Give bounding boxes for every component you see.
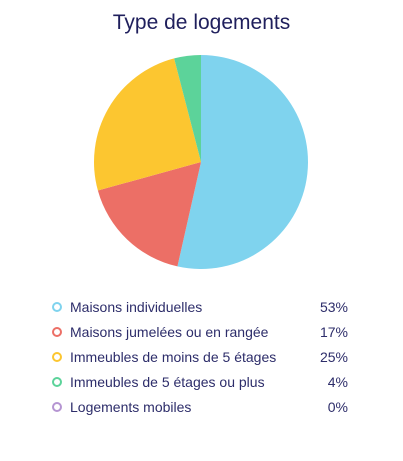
legend-value: 53% <box>319 298 348 315</box>
legend-marker <box>52 376 62 387</box>
chart-legend: Maisons individuelles 53% Maisons jumelé… <box>52 294 348 419</box>
legend-label: Immeubles de 5 étages ou plus <box>70 373 265 390</box>
legend-item-maisons-individuelles[interactable]: Maisons individuelles 53% <box>52 294 348 319</box>
legend-item-immeubles-5-plus[interactable]: Immeubles de 5 étages ou plus 4% <box>52 369 348 394</box>
legend-label: Logements mobiles <box>70 398 192 415</box>
pie-slice-maisons-individuelles[interactable] <box>177 55 308 270</box>
legend-item-maisons-jumelees[interactable]: Maisons jumelées ou en rangée 17% <box>52 319 348 344</box>
pie-slice-maisons-jumel-es-ou-en-rang-e[interactable] <box>97 162 201 267</box>
legend-label: Immeubles de moins de 5 étages <box>70 348 277 365</box>
legend-label: Maisons jumelées ou en rangée <box>70 323 269 340</box>
legend-item-immeubles-moins-5[interactable]: Immeubles de moins de 5 étages 25% <box>52 344 348 369</box>
legend-label: Maisons individuelles <box>70 298 203 315</box>
pie-slice-immeubles-de-5-tages-ou-plus[interactable] <box>174 55 201 162</box>
legend-marker <box>52 301 62 312</box>
legend-marker <box>52 326 62 337</box>
chart-title: Type de logements <box>112 11 291 34</box>
legend-marker <box>52 351 62 362</box>
legend-value: 17% <box>319 323 348 340</box>
legend-marker <box>52 401 62 412</box>
legend-value: 4% <box>327 373 348 390</box>
pie-chart <box>94 55 308 270</box>
legend-item-logements-mobiles[interactable]: Logements mobiles 0% <box>52 394 348 419</box>
pie-slice-immeubles-de-moins-de-5-tages[interactable] <box>94 58 201 191</box>
legend-value: 25% <box>319 348 348 365</box>
legend-value: 0% <box>327 398 348 415</box>
